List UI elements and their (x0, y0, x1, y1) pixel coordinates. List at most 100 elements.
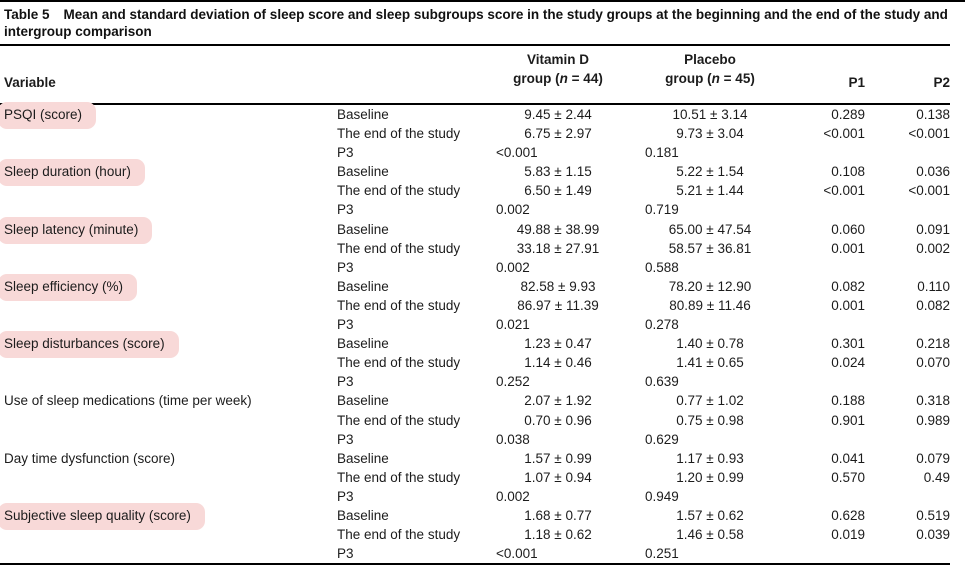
vitamin-d-value-cell: 1.68 ± 0.77 (524, 507, 592, 523)
p2-value-cell: 0.082 (916, 297, 950, 313)
table-row: The end of the study 33.18 ± 27.91 58.57… (0, 239, 950, 258)
period-cell: The end of the study (337, 126, 461, 142)
p2-value-cell (865, 258, 950, 277)
variable-label: Sleep duration (hour) (0, 159, 145, 187)
period-cell: P3 (337, 374, 354, 390)
p1-value-cell: <0.001 (823, 183, 865, 199)
period-cell: The end of the study (337, 297, 461, 313)
variable-cell: Sleep disturbances (score) (0, 331, 335, 359)
p2-value-cell: 0.036 (916, 164, 950, 180)
period-cell: Baseline (337, 393, 389, 409)
placebo-value-cell: 1.20 ± 0.99 (676, 469, 744, 485)
period-cell: P3 (337, 259, 354, 275)
variable-label: Subjective sleep quality (score) (0, 502, 205, 530)
p1-value-cell: 0.301 (831, 336, 865, 352)
p1-value-cell: 0.570 (831, 469, 865, 485)
p1-value-cell: 0.060 (831, 221, 865, 237)
italic-n: n (711, 71, 720, 86)
period-cell: Baseline (337, 164, 389, 180)
period-cell: Baseline (337, 450, 389, 466)
period-cell: Baseline (337, 278, 389, 294)
variable-cell (0, 430, 335, 449)
p1-value-cell: 0.024 (831, 355, 865, 371)
p2-value-cell: 0.091 (916, 221, 950, 237)
variable-cell: Day time dysfunction (score) (0, 449, 335, 468)
vitamin-d-value-cell: 86.97 ± 11.39 (517, 297, 599, 313)
placebo-value-cell: 1.46 ± 0.58 (676, 527, 744, 543)
p2-value-cell: 0.218 (916, 336, 950, 352)
italic-n: n (559, 71, 568, 86)
p2-value-cell: 0.138 (916, 107, 950, 122)
top-border-line (0, 0, 965, 2)
table-row: P3 0.252 0.639 (0, 372, 950, 391)
title-divider-line (0, 44, 950, 46)
table-row: Sleep efficiency (%) Baseline 82.58 ± 9.… (0, 273, 950, 301)
variable-cell (0, 353, 335, 372)
p1-value-cell (775, 143, 865, 162)
table-row: P3 0.002 0.949 (0, 487, 950, 506)
vitamin-d-value-cell: 0.021 (496, 317, 530, 333)
vitamin-d-value-cell: 0.038 (496, 431, 530, 447)
vitamin-d-value-cell: 6.75 ± 2.97 (524, 126, 592, 142)
period-cell: P3 (337, 546, 354, 562)
placebo-value-cell: 0.629 (645, 431, 679, 447)
variable-cell: Subjective sleep quality (score) (0, 502, 335, 530)
p1-value-cell (775, 430, 865, 449)
period-cell: The end of the study (337, 183, 461, 199)
vitamin-d-value-cell: 1.14 ± 0.46 (524, 355, 592, 371)
variable-cell: Use of sleep medications (time per week) (0, 391, 335, 410)
table-row: The end of the study 6.75 ± 2.97 9.73 ± … (0, 124, 950, 143)
column-header-variable: Variable (4, 75, 56, 90)
table-row: Use of sleep medications (time per week)… (0, 391, 950, 410)
vitamin-d-value-cell: 0.002 (496, 202, 530, 218)
vitamin-d-value-cell: <0.001 (496, 145, 538, 161)
vitamin-d-value-cell: 9.45 ± 2.44 (524, 107, 592, 122)
table-row: The end of the study 0.70 ± 0.96 0.75 ± … (0, 411, 950, 430)
p1-value-cell: 0.188 (831, 393, 865, 409)
placebo-value-cell: 78.20 ± 12.90 (668, 278, 752, 294)
p2-value-cell: 0.079 (916, 450, 950, 466)
placebo-value-cell: 0.639 (645, 374, 679, 390)
p2-value-cell: 0.039 (916, 527, 950, 543)
p1-value-cell: 0.082 (831, 278, 865, 294)
placebo-value-cell: 0.588 (645, 259, 679, 275)
variable-cell (0, 181, 335, 200)
placebo-value-cell: 5.21 ± 1.44 (676, 183, 744, 199)
table-body: PSQI (score) Baseline 9.45 ± 2.44 10.51 … (0, 102, 965, 563)
period-cell: Baseline (337, 221, 389, 237)
table-row: P3 <0.001 0.181 (0, 143, 950, 162)
vitamin-d-value-cell: 0.70 ± 0.96 (524, 412, 592, 428)
p2-value-cell: 0.989 (916, 412, 950, 428)
period-cell: P3 (337, 431, 354, 447)
placebo-value-cell: 5.22 ± 1.54 (676, 164, 744, 180)
variable-cell (0, 372, 335, 391)
p1-value-cell: 0.001 (831, 297, 865, 313)
column-header-vitamin-d-group: Vitamin D group (n = 44) (513, 52, 603, 86)
p1-value-cell (775, 258, 865, 277)
variable-cell (0, 124, 335, 143)
placebo-value-cell: 1.57 ± 0.62 (676, 507, 744, 523)
p2-value-cell (865, 372, 950, 391)
table-row: Sleep latency (minute) Baseline 49.88 ± … (0, 216, 950, 244)
period-cell: P3 (337, 488, 354, 504)
vitamin-d-value-cell: 0.252 (496, 374, 530, 390)
table-title: Table 5 Mean and standard deviation of sl… (4, 6, 950, 44)
variable-cell (0, 239, 335, 258)
p1-value-cell: 0.289 (831, 107, 865, 122)
vitamin-d-value-cell: 2.07 ± 1.92 (524, 393, 592, 409)
placebo-value-cell: 1.41 ± 0.65 (676, 355, 744, 371)
placebo-value-cell: 0.719 (645, 202, 679, 218)
p1-value-cell: 0.628 (831, 507, 865, 523)
p1-value-cell (775, 544, 865, 563)
variable-label: PSQI (score) (0, 102, 97, 129)
vitamin-d-value-cell: 0.002 (496, 488, 530, 504)
placebo-value-cell: 80.89 ± 11.46 (669, 297, 751, 313)
table-row: Sleep disturbances (score) Baseline 1.23… (0, 331, 950, 359)
placebo-value-cell: 65.00 ± 47.54 (668, 221, 752, 237)
vitamin-d-value-cell: 33.18 ± 27.91 (516, 240, 600, 256)
p2-value-cell: <0.001 (908, 126, 950, 142)
variable-label: Day time dysfunction (score) (4, 450, 176, 466)
vitamin-d-value-cell: 1.57 ± 0.99 (524, 450, 592, 466)
placebo-value-cell: 0.77 ± 1.02 (676, 393, 744, 409)
